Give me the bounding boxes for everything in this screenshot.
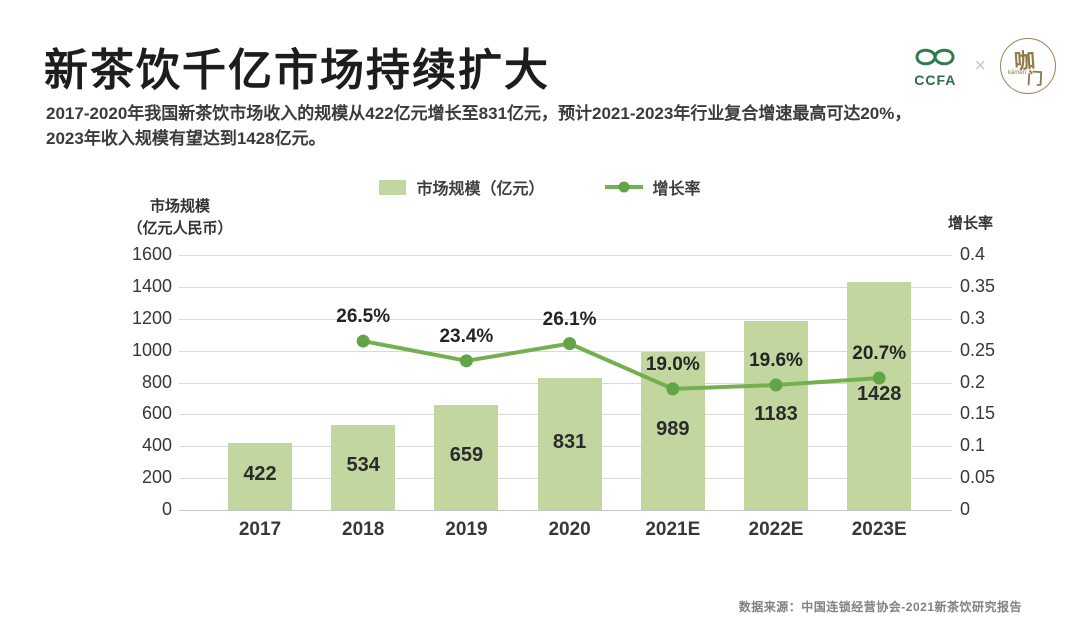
bar-value-2019: 659 [449, 444, 484, 467]
growth-rate-dot-2019 [459, 354, 473, 368]
growth-rate-dot-2020 [563, 337, 577, 351]
gridline-1200 [179, 318, 952, 320]
right-axis-tick-0.1: 0.1 [960, 435, 986, 456]
right-axis-tick-0.15: 0.15 [960, 403, 996, 424]
legend-item-market-size: 市场规模（亿元） [379, 175, 545, 199]
right-axis-tick-0.35: 0.35 [960, 275, 996, 296]
gridline-1000 [179, 350, 952, 352]
line-series-dot [618, 181, 629, 193]
left-axis-tick-200: 200 [141, 467, 172, 488]
gridline-1400 [179, 286, 952, 288]
left-axis-tick-600: 600 [141, 403, 172, 424]
left-axis-title-line2: （亿元人民币） [127, 220, 233, 237]
growth-rate-label-2019: 23.4% [439, 325, 494, 347]
kamen-logo-pinyin: kāmén [1008, 70, 1027, 76]
logo-group: CCFA × 咖 kāmén 门 [910, 38, 1056, 94]
left-axis-tick-1600: 1600 [131, 244, 172, 264]
bar-2023E [847, 282, 912, 510]
x-axis-label-2022E: 2022E [748, 519, 804, 540]
growth-rate-label-2018: 26.5% [336, 306, 391, 328]
x-axis-label-2017: 2017 [238, 519, 282, 540]
chart-legend: 市场规模（亿元） 增长率 [0, 175, 1080, 199]
logo-separator: × [974, 54, 986, 77]
left-axis-title-line1: 市场规模 [149, 198, 210, 215]
bar-2019 [434, 404, 499, 510]
bar-2017 [228, 442, 292, 510]
bar-2020 [537, 377, 602, 510]
right-axis-tick-0.3: 0.3 [960, 307, 986, 328]
growth-rate-label-2021E: 19.0% [645, 353, 700, 375]
kamen-logo: 咖 kāmén 门 [1000, 38, 1056, 94]
subtitle-line-1: 2017-2020年我国新茶饮市场收入的规模从422亿元增长至831亿元，预计2… [46, 104, 912, 123]
legend-label-market-size: 市场规模（亿元） [416, 181, 545, 198]
x-axis-label-2021E: 2021E [645, 519, 701, 540]
subtitle-line-2: 2023年收入规模有望达到1428亿元。 [46, 129, 326, 148]
ccfa-knot-icon [915, 48, 955, 66]
bar-value-2023E: 1428 [856, 383, 902, 406]
legend-label-growth-rate: 增长率 [652, 181, 701, 198]
growth-rate-label-2023E: 20.7% [852, 343, 907, 365]
left-axis-tick-1400: 1400 [131, 275, 172, 296]
page-subtitle: 2017-2020年我国新茶饮市场收入的规模从422亿元增长至831亿元，预计2… [46, 101, 966, 151]
bar-value-2020: 831 [552, 430, 587, 453]
gridline-0 [179, 510, 952, 511]
right-axis-tick-0.25: 0.25 [960, 339, 996, 360]
legend-item-growth-rate: 增长率 [604, 175, 701, 199]
bar-value-2021E: 989 [656, 418, 690, 441]
left-axis-tick-0: 0 [161, 499, 172, 519]
data-source-note: 数据来源：中国连锁经营协会-2021新茶饮研究报告 [738, 600, 1022, 614]
right-axis-tick-0.4: 0.4 [960, 244, 986, 264]
line-series-swatch [604, 181, 643, 193]
growth-rate-label-2020: 26.1% [542, 308, 597, 330]
right-axis-title: 增长率 [948, 215, 994, 232]
x-axis-label-2019: 2019 [445, 519, 488, 540]
x-axis-label-2020: 2020 [548, 519, 591, 540]
growth-rate-label-2022E: 19.6% [749, 350, 803, 372]
left-axis-tick-800: 800 [141, 371, 172, 392]
right-axis-tick-0.2: 0.2 [960, 371, 986, 392]
bar-value-2018: 534 [346, 454, 380, 477]
growth-rate-dot-2021E [666, 382, 680, 396]
bar-series-swatch [379, 179, 407, 195]
x-axis-label-2018: 2018 [342, 519, 385, 540]
right-axis-tick-0: 0 [960, 499, 971, 519]
left-axis-title: 市场规模 （亿元人民币） [100, 196, 260, 240]
growth-rate-line [356, 334, 886, 396]
bar-2022E [744, 321, 808, 510]
growth-rate-dot-2023E [872, 371, 886, 385]
ccfa-logo: CCFA [910, 44, 960, 88]
bar-value-2017: 422 [243, 463, 277, 486]
bar-value-2022E: 1183 [754, 402, 798, 425]
growth-rate-dot-2018 [356, 334, 370, 348]
growth-rate-polyline [362, 339, 880, 391]
page-title: 新茶饮千亿市场持续扩大 [44, 46, 550, 95]
growth-rate-dot-2022E [769, 378, 783, 392]
x-axis-label-2023E: 2023E [851, 519, 907, 540]
ccfa-logo-text: CCFA [914, 72, 957, 88]
right-axis-tick-0.05: 0.05 [960, 467, 996, 488]
bar-2018 [331, 424, 396, 510]
left-axis-tick-400: 400 [141, 435, 172, 456]
gridline-1600 [179, 255, 952, 256]
left-axis-tick-1000: 1000 [131, 339, 172, 360]
left-axis-tick-1200: 1200 [131, 307, 172, 328]
